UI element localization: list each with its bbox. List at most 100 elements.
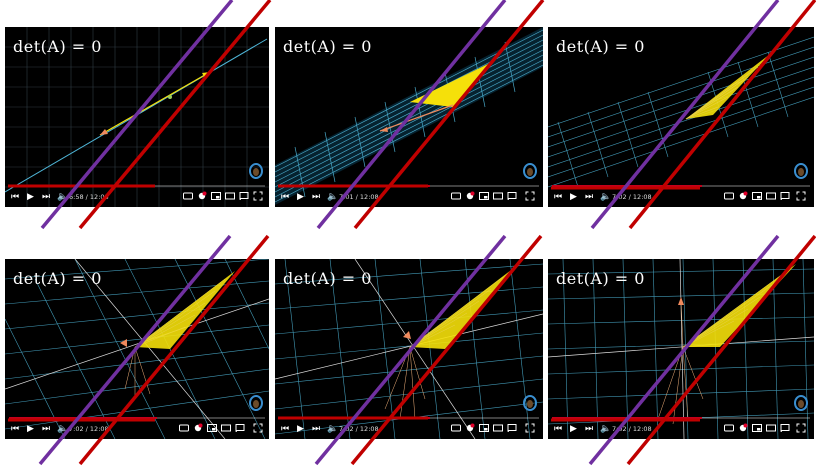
fullscreen-icon[interactable]	[525, 191, 535, 201]
autoplay-icon[interactable]	[183, 191, 193, 201]
volume-icon[interactable]: 🔈	[327, 424, 339, 434]
play-icon[interactable]: ▶	[297, 192, 304, 202]
progress-fill	[9, 417, 158, 419]
player-controls: ⏮ ▶ ⏭ 🔈 7:02 / 12:08	[5, 417, 269, 439]
channel-logo-icon	[523, 163, 537, 179]
play-icon[interactable]: ▶	[297, 424, 304, 434]
settings-icon[interactable]	[193, 423, 203, 433]
fullscreen-icon[interactable]	[796, 191, 806, 201]
channel-logo-icon	[523, 395, 537, 411]
theater-icon[interactable]	[225, 191, 235, 201]
play-icon[interactable]: ▶	[27, 192, 34, 202]
det-label: det(A) = 0	[283, 37, 372, 56]
fullscreen-icon[interactable]	[253, 191, 263, 201]
progress-fill	[552, 185, 702, 187]
autoplay-icon[interactable]	[724, 423, 734, 433]
fullscreen-icon[interactable]	[796, 423, 806, 433]
det-label: det(A) = 0	[13, 37, 102, 56]
det-label: det(A) = 0	[283, 269, 372, 288]
det-label: det(A) = 0	[556, 269, 645, 288]
time-display: 6:58 / 12:08	[69, 193, 109, 201]
progress-fill	[9, 185, 155, 187]
cast-icon[interactable]	[780, 191, 790, 201]
settings-icon[interactable]	[738, 423, 748, 433]
previous-icon[interactable]: ⏮	[554, 192, 563, 202]
progress-fill	[552, 417, 702, 419]
time-display: 7:02 / 12:08	[612, 193, 652, 201]
progress-bar[interactable]	[552, 417, 810, 419]
progress-fill	[279, 185, 430, 187]
video-frame-2[interactable]: det(A) = 0 ⏮ ▶ ⏭ 🔈 7:01 / 12:08	[275, 27, 543, 207]
autoplay-icon[interactable]	[724, 191, 734, 201]
previous-icon[interactable]: ⏮	[554, 424, 563, 434]
progress-bar[interactable]	[552, 185, 810, 187]
time-display: 7:01 / 12:08	[339, 193, 379, 201]
video-frame-6[interactable]: det(A) = 0 ⏮ ▶ ⏭ 🔈 7:02 / 12:08	[548, 259, 814, 439]
progress-bar[interactable]	[279, 185, 539, 187]
previous-icon[interactable]: ⏮	[281, 424, 290, 434]
volume-icon[interactable]: 🔈	[600, 192, 612, 202]
theater-icon[interactable]	[766, 191, 776, 201]
cast-icon[interactable]	[235, 423, 245, 433]
settings-icon[interactable]	[465, 423, 475, 433]
det-label: det(A) = 0	[556, 37, 645, 56]
theater-icon[interactable]	[493, 423, 503, 433]
miniplayer-icon[interactable]	[207, 423, 217, 433]
progress-bar[interactable]	[9, 417, 265, 419]
next-icon[interactable]: ⏭	[585, 192, 594, 202]
player-controls: ⏮ ▶ ⏭ 🔈 7:02 / 12:08	[275, 417, 543, 439]
theater-icon[interactable]	[493, 191, 503, 201]
previous-icon[interactable]: ⏮	[281, 192, 290, 202]
next-icon[interactable]: ⏭	[312, 424, 321, 434]
next-icon[interactable]: ⏭	[312, 192, 321, 202]
next-icon[interactable]: ⏭	[42, 424, 51, 434]
settings-icon[interactable]	[465, 191, 475, 201]
volume-icon[interactable]: 🔈	[57, 424, 69, 434]
miniplayer-icon[interactable]	[211, 191, 221, 201]
channel-logo-icon	[249, 395, 263, 411]
cast-icon[interactable]	[507, 191, 517, 201]
video-frame-4[interactable]: det(A) = 0 ⏮ ▶ ⏭ 🔈 7:02 / 12:08	[5, 259, 269, 439]
video-frame-5[interactable]: det(A) = 0 ⏮ ▶ ⏭ 🔈 7:02 / 12:08	[275, 259, 543, 439]
channel-logo-icon	[794, 163, 808, 179]
play-icon[interactable]: ▶	[27, 424, 34, 434]
next-icon[interactable]: ⏭	[42, 192, 51, 202]
volume-icon[interactable]: 🔈	[327, 192, 339, 202]
cast-icon[interactable]	[239, 191, 249, 201]
player-controls: ⏮ ▶ ⏭ 🔈 6:58 / 12:08	[5, 185, 269, 207]
play-icon[interactable]: ▶	[570, 192, 577, 202]
miniplayer-icon[interactable]	[479, 423, 489, 433]
fullscreen-icon[interactable]	[253, 423, 263, 433]
video-frame-1[interactable]: det(A) = 0 ⏮ ▶ ⏭ 🔈 6:58 / 12:08	[5, 27, 269, 207]
det-label: det(A) = 0	[13, 269, 102, 288]
video-frame-3[interactable]: det(A) = 0 ⏮ ▶ ⏭ 🔈 7:02 / 12:08	[548, 27, 814, 207]
channel-logo-icon	[794, 395, 808, 411]
cast-icon[interactable]	[507, 423, 517, 433]
theater-icon[interactable]	[221, 423, 231, 433]
settings-icon[interactable]	[197, 191, 207, 201]
settings-icon[interactable]	[738, 191, 748, 201]
miniplayer-icon[interactable]	[479, 191, 489, 201]
miniplayer-icon[interactable]	[752, 423, 762, 433]
time-display: 7:02 / 12:08	[339, 425, 379, 433]
time-display: 7:02 / 12:08	[69, 425, 109, 433]
progress-bar[interactable]	[279, 417, 539, 419]
time-display: 7:02 / 12:08	[612, 425, 652, 433]
previous-icon[interactable]: ⏮	[11, 424, 20, 434]
autoplay-icon[interactable]	[451, 423, 461, 433]
progress-bar[interactable]	[9, 185, 265, 187]
channel-logo-icon	[249, 163, 263, 179]
autoplay-icon[interactable]	[179, 423, 189, 433]
volume-icon[interactable]: 🔈	[600, 424, 612, 434]
fullscreen-icon[interactable]	[525, 423, 535, 433]
volume-icon[interactable]: 🔈	[57, 192, 69, 202]
player-controls: ⏮ ▶ ⏭ 🔈 7:01 / 12:08	[275, 185, 543, 207]
autoplay-icon[interactable]	[451, 191, 461, 201]
next-icon[interactable]: ⏭	[585, 424, 594, 434]
previous-icon[interactable]: ⏮	[11, 192, 20, 202]
player-controls: ⏮ ▶ ⏭ 🔈 7:02 / 12:08	[548, 417, 814, 439]
cast-icon[interactable]	[780, 423, 790, 433]
play-icon[interactable]: ▶	[570, 424, 577, 434]
theater-icon[interactable]	[766, 423, 776, 433]
miniplayer-icon[interactable]	[752, 191, 762, 201]
